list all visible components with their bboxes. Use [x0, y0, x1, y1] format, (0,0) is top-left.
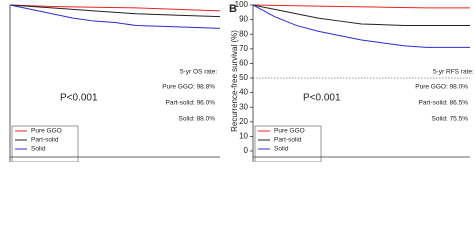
legend-label: Pure GGO [31, 128, 62, 135]
legend-label: Part-solid [31, 137, 59, 144]
chart: Pure GGO Part-solid Solid 5-yr OS rate: Pure… [9, 0, 474, 162]
y-tick-label: 20 [239, 117, 248, 126]
y-tick-label: 90 [239, 15, 248, 24]
p-value: P<0.001 [303, 93, 341, 104]
y-tick-label: 30 [239, 102, 248, 111]
y-tick-label: 60 [239, 59, 248, 68]
rate-annotation: Part-solid: 96.0% [166, 100, 216, 107]
rate-heading: 5-yr OS rate: [180, 69, 217, 76]
y-tick-label: 10 [239, 132, 248, 141]
legend-label: Pure GGO [274, 128, 305, 135]
y-tick-label: 50 [239, 73, 248, 82]
p-value: P<0.001 [60, 93, 98, 104]
rate-annotation: Pure GGO: 98.0% [415, 84, 468, 91]
survival-curve [9, 4, 221, 29]
rate-annotation: Pure GGO: 98.8% [162, 84, 215, 91]
panel-label: B [229, 3, 237, 15]
legend-label: Solid [31, 146, 46, 153]
y-tick-label: 70 [239, 44, 248, 53]
y-tick-label: 0 [244, 146, 249, 155]
survival-curve [9, 4, 221, 12]
legend-label: Part-solid [274, 137, 302, 144]
y-tick-label: 80 [239, 29, 248, 38]
legend-label: Solid [274, 146, 289, 153]
survival-curve [252, 4, 470, 26]
survival-curve [9, 4, 221, 18]
y-tick-label: 100 [235, 0, 249, 9]
legend-box [11, 125, 79, 162]
survival-curve [252, 4, 470, 48]
rate-heading: 5-yr RFS rate: [433, 69, 474, 76]
page: {"chart_data": [ {"type": "line", "ylim"… [9, 0, 474, 162]
rate-annotation: Solid: 75.5% [432, 116, 469, 123]
rate-annotation: Solid: 88.0% [179, 116, 216, 123]
rate-annotation: Part-solid: 86.5% [419, 100, 469, 107]
y-tick-label: 40 [239, 88, 248, 97]
survival-curve [252, 4, 470, 9]
y-axis-label: Recurrence-free survival (%) [230, 30, 239, 132]
legend-box [254, 125, 322, 162]
